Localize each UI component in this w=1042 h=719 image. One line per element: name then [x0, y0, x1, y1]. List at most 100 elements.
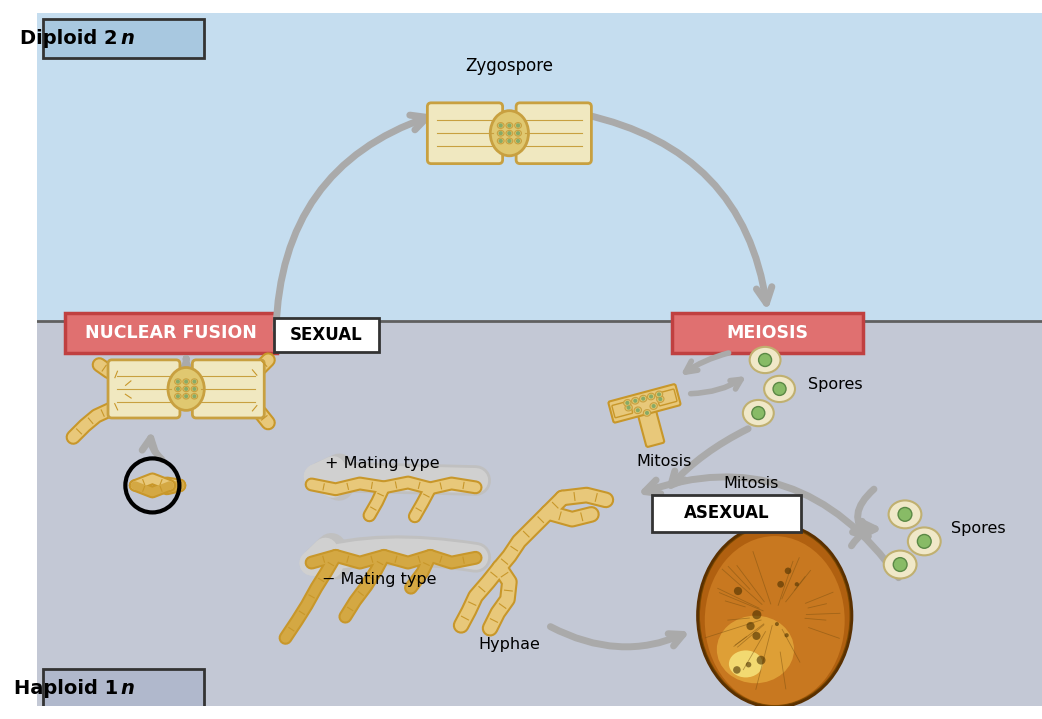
Circle shape: [498, 124, 503, 128]
Text: Mitosis: Mitosis: [636, 454, 692, 469]
FancyBboxPatch shape: [652, 495, 800, 532]
Ellipse shape: [656, 396, 664, 403]
Circle shape: [516, 124, 520, 128]
Ellipse shape: [717, 615, 794, 683]
Circle shape: [641, 397, 645, 400]
Ellipse shape: [506, 130, 513, 136]
Ellipse shape: [497, 138, 504, 144]
Ellipse shape: [764, 376, 795, 402]
Circle shape: [775, 622, 779, 626]
FancyArrowPatch shape: [312, 550, 476, 566]
Circle shape: [898, 508, 912, 521]
Ellipse shape: [625, 404, 632, 411]
FancyBboxPatch shape: [656, 389, 677, 406]
Circle shape: [176, 387, 180, 391]
Circle shape: [917, 534, 932, 549]
Text: Diploid 2: Diploid 2: [21, 29, 118, 48]
Circle shape: [507, 124, 512, 128]
Circle shape: [176, 394, 180, 398]
Text: NUCLEAR FUSION: NUCLEAR FUSION: [84, 324, 256, 342]
FancyArrowPatch shape: [276, 115, 427, 330]
Circle shape: [746, 662, 751, 667]
FancyBboxPatch shape: [193, 360, 265, 418]
Circle shape: [516, 131, 520, 135]
FancyArrowPatch shape: [686, 353, 728, 372]
FancyArrowPatch shape: [852, 489, 874, 536]
Circle shape: [636, 408, 640, 412]
Ellipse shape: [191, 386, 198, 392]
Ellipse shape: [183, 379, 190, 385]
FancyBboxPatch shape: [108, 360, 180, 418]
Circle shape: [746, 622, 754, 630]
Circle shape: [734, 587, 742, 595]
Circle shape: [193, 387, 196, 391]
Circle shape: [634, 399, 638, 403]
FancyBboxPatch shape: [65, 313, 277, 353]
FancyArrowPatch shape: [142, 438, 162, 459]
Text: ASEXUAL: ASEXUAL: [684, 505, 769, 523]
Ellipse shape: [647, 393, 654, 400]
FancyArrowPatch shape: [318, 549, 476, 564]
Ellipse shape: [884, 551, 917, 579]
Ellipse shape: [497, 123, 504, 129]
Bar: [36, 13, 1042, 321]
Circle shape: [893, 558, 907, 572]
FancyArrowPatch shape: [691, 380, 741, 394]
Text: Mitosis: Mitosis: [723, 476, 778, 491]
Ellipse shape: [497, 130, 504, 136]
Circle shape: [651, 404, 655, 408]
FancyArrowPatch shape: [645, 477, 898, 577]
Circle shape: [184, 380, 189, 384]
Ellipse shape: [191, 393, 198, 399]
Bar: [36, 321, 1042, 706]
Circle shape: [498, 131, 503, 135]
Circle shape: [658, 393, 661, 396]
Text: + Mating type: + Mating type: [325, 456, 440, 471]
Text: Haploid 1: Haploid 1: [14, 679, 118, 697]
Text: n: n: [120, 679, 134, 697]
FancyArrowPatch shape: [585, 114, 772, 303]
Ellipse shape: [704, 536, 845, 705]
Ellipse shape: [515, 123, 521, 129]
Ellipse shape: [643, 410, 650, 416]
Ellipse shape: [191, 379, 198, 385]
FancyBboxPatch shape: [44, 19, 204, 58]
Ellipse shape: [697, 524, 852, 707]
Circle shape: [516, 139, 520, 143]
FancyBboxPatch shape: [672, 313, 863, 353]
Circle shape: [184, 394, 189, 398]
Ellipse shape: [183, 393, 190, 399]
FancyBboxPatch shape: [44, 669, 204, 707]
Circle shape: [795, 582, 799, 587]
Ellipse shape: [635, 407, 642, 413]
Ellipse shape: [631, 398, 639, 404]
Circle shape: [759, 354, 771, 367]
Ellipse shape: [491, 111, 528, 156]
FancyBboxPatch shape: [274, 318, 379, 352]
Ellipse shape: [624, 400, 631, 406]
Ellipse shape: [650, 403, 658, 409]
Ellipse shape: [506, 123, 513, 129]
Circle shape: [184, 387, 189, 391]
FancyArrowPatch shape: [316, 469, 476, 485]
Circle shape: [193, 394, 196, 398]
Ellipse shape: [175, 393, 181, 399]
Ellipse shape: [168, 367, 204, 411]
Text: Zygospore: Zygospore: [466, 57, 553, 75]
Circle shape: [785, 567, 791, 574]
Circle shape: [773, 383, 786, 395]
FancyArrowPatch shape: [851, 522, 875, 546]
Text: Spores: Spores: [809, 377, 863, 392]
FancyArrowPatch shape: [550, 627, 684, 647]
Text: − Mating type: − Mating type: [322, 572, 437, 587]
FancyBboxPatch shape: [636, 400, 664, 447]
Ellipse shape: [729, 651, 763, 677]
Circle shape: [625, 401, 629, 405]
Text: SEXUAL: SEXUAL: [290, 326, 363, 344]
Circle shape: [756, 656, 766, 664]
Circle shape: [507, 131, 512, 135]
Text: Hyphae: Hyphae: [478, 637, 541, 652]
Text: MEIOSIS: MEIOSIS: [726, 324, 808, 342]
FancyArrowPatch shape: [671, 429, 748, 485]
FancyBboxPatch shape: [612, 401, 632, 418]
